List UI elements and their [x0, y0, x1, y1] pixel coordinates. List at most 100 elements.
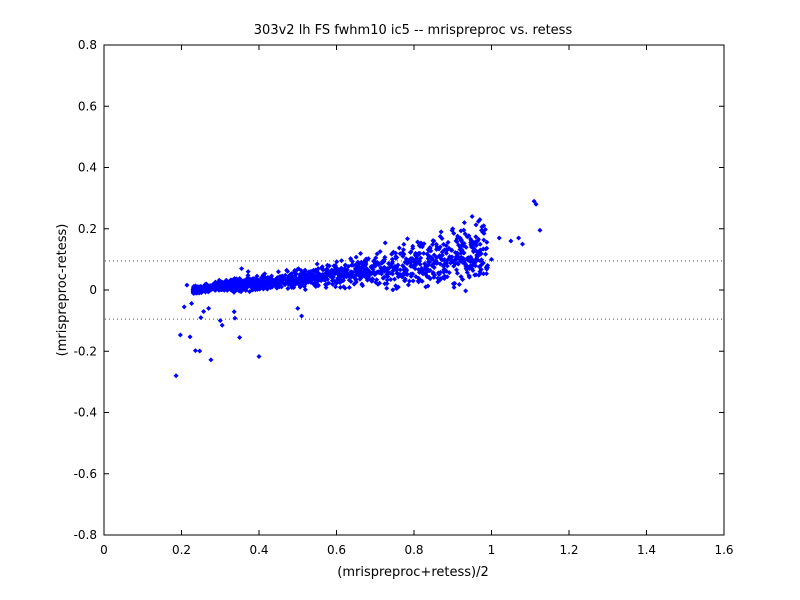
data-point [480, 260, 486, 266]
data-point [476, 272, 482, 278]
data-point [353, 254, 359, 260]
data-point [472, 272, 478, 278]
data-point [384, 281, 390, 287]
data-point [202, 289, 208, 295]
data-point [239, 266, 245, 272]
data-point [177, 332, 183, 338]
data-point [369, 276, 375, 282]
data-point [438, 229, 444, 235]
data-point [349, 262, 355, 268]
y-tick-label: -0.2 [74, 344, 97, 358]
data-point [454, 239, 460, 245]
x-tick-label: 0 [100, 543, 108, 557]
data-point [437, 233, 443, 239]
data-point [484, 263, 490, 269]
data-point [451, 263, 457, 269]
data-point [461, 220, 467, 226]
data-point [267, 277, 273, 283]
data-point [413, 274, 419, 280]
data-point [248, 277, 254, 283]
data-point [338, 274, 344, 280]
data-point [409, 256, 415, 262]
data-point [379, 258, 385, 264]
data-point [402, 278, 408, 284]
data-point [255, 280, 261, 286]
data-point [395, 262, 401, 268]
data-point [419, 278, 425, 284]
data-point [456, 282, 462, 288]
data-point [184, 282, 190, 288]
data-point [358, 259, 364, 265]
data-point [480, 246, 486, 252]
data-point [313, 284, 319, 290]
data-point [303, 274, 309, 280]
data-point [401, 251, 407, 257]
data-point [464, 263, 470, 269]
data-point [217, 318, 223, 324]
data-point [343, 273, 349, 279]
data-point [461, 260, 467, 266]
data-point [337, 267, 343, 273]
data-point [245, 272, 251, 278]
data-point [473, 234, 479, 240]
y-tick-label: 0.2 [78, 222, 97, 236]
data-point [443, 268, 449, 274]
data-point [436, 271, 442, 277]
data-point [445, 239, 451, 245]
data-point [318, 276, 324, 282]
data-point [269, 273, 275, 279]
data-point [437, 261, 443, 267]
data-point [419, 265, 425, 271]
data-point [326, 263, 332, 269]
data-point [326, 280, 332, 286]
data-point [289, 284, 295, 290]
data-point [470, 267, 476, 273]
data-point [366, 269, 372, 275]
data-point [460, 249, 466, 255]
data-point [483, 271, 489, 277]
data-point [520, 241, 525, 247]
data-point [434, 244, 440, 250]
data-point [400, 263, 406, 269]
data-point [187, 334, 193, 340]
data-point [240, 281, 246, 287]
data-point [314, 261, 320, 267]
data-point [246, 281, 252, 287]
data-point [373, 270, 379, 276]
data-point [489, 256, 494, 262]
y-tick-label: 0 [89, 283, 97, 297]
data-point [307, 269, 313, 275]
data-point [231, 289, 237, 295]
data-point [380, 275, 386, 281]
data-point [206, 305, 212, 311]
data-point [285, 277, 291, 283]
x-tick-label: 1.2 [559, 543, 578, 557]
data-point [479, 224, 485, 230]
data-point [350, 270, 356, 276]
data-point [484, 239, 490, 245]
data-point [423, 284, 429, 290]
data-point [458, 228, 464, 234]
data-point [352, 266, 358, 272]
data-point [285, 285, 291, 291]
data-point [302, 278, 308, 284]
data-point [219, 322, 225, 328]
data-point [247, 289, 253, 295]
data-point [483, 251, 489, 257]
data-point [418, 255, 424, 261]
data-point [388, 276, 394, 282]
data-point [443, 243, 449, 249]
data-point [384, 277, 390, 283]
data-point [333, 270, 339, 276]
y-tick-label: -0.6 [74, 467, 97, 481]
data-point [475, 236, 481, 242]
x-tick-label: 0.8 [404, 543, 423, 557]
data-point [173, 373, 179, 379]
data-point [466, 266, 472, 272]
data-point [533, 201, 539, 207]
data-point [460, 255, 466, 261]
data-point [443, 250, 449, 256]
data-point [208, 357, 214, 363]
data-point [410, 278, 416, 284]
